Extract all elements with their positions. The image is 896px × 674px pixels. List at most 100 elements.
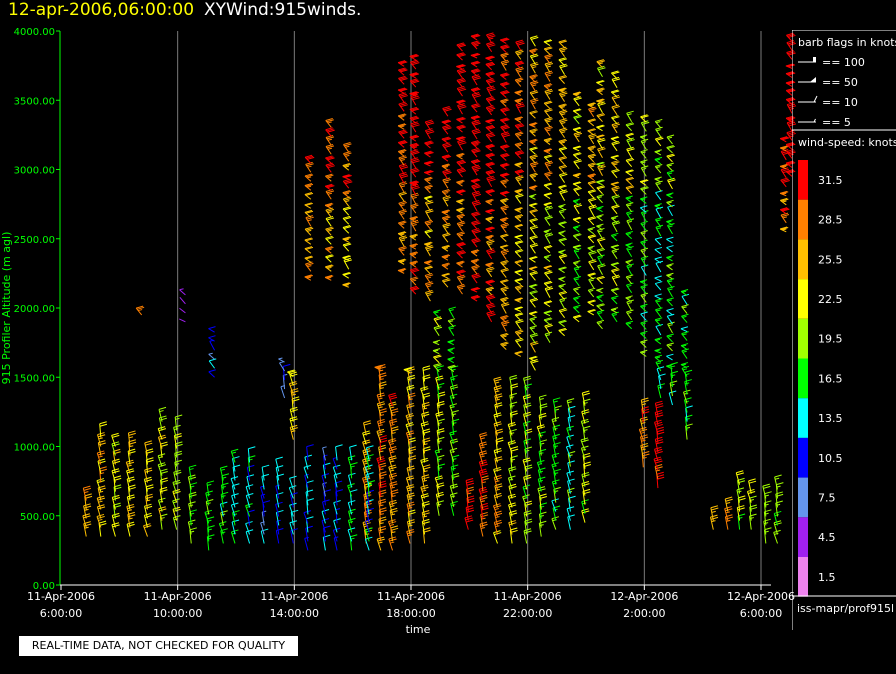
wind-barb [247, 446, 256, 463]
wind-barb [425, 208, 434, 221]
wind-barb [291, 396, 300, 413]
wind-barb [398, 67, 408, 76]
wind-barb [529, 122, 538, 128]
wind-barb [514, 329, 524, 339]
speed-legend-bin: 16.5 [798, 358, 843, 399]
wind-barb [343, 142, 352, 153]
wind-barb [724, 496, 733, 512]
wind-barb [478, 441, 488, 456]
wind-barb [566, 398, 575, 413]
wind-barb [680, 362, 689, 369]
wind-barb [480, 475, 489, 492]
wind-barb [587, 189, 597, 199]
wind-barb [522, 394, 532, 409]
wind-barb [325, 127, 335, 137]
wind-barb [442, 222, 451, 234]
wind-barb [572, 91, 582, 98]
wind-barb [680, 343, 689, 350]
wind-barb [189, 482, 198, 499]
wind-barb [596, 112, 606, 123]
wind-barb [522, 484, 531, 499]
wind-barb [456, 284, 466, 295]
y-tick-label: 3500.00 [14, 96, 55, 107]
wind-barb [681, 348, 689, 359]
source-path-label: iss-mapr/prof915l [797, 602, 895, 615]
wind-barb [514, 169, 525, 177]
wind-barb [179, 307, 186, 314]
wind-barb [456, 159, 466, 169]
wind-barb [779, 190, 789, 197]
wind-barb [409, 267, 420, 277]
wind-barb [111, 522, 120, 537]
wind-barb [543, 254, 552, 262]
wind-barb [422, 365, 431, 382]
wind-barb [275, 492, 284, 508]
wind-barb [433, 316, 443, 327]
wind-barb [685, 405, 693, 422]
wind-barb [362, 439, 371, 454]
wind-barb [587, 118, 597, 127]
wind-barb [449, 384, 459, 399]
wind-barb [485, 55, 495, 62]
wind-barb [779, 226, 789, 233]
wind-barb [529, 355, 538, 362]
wind-barb [500, 44, 510, 53]
wind-barb [499, 162, 510, 170]
wind-barb [485, 132, 496, 143]
wind-barb [456, 213, 465, 223]
y-tick-label: 3000.00 [14, 166, 55, 177]
x-tick-time: 22:00:00 [503, 607, 552, 620]
barb-legend-label: == 10 [822, 96, 858, 109]
wind-barb [456, 231, 466, 241]
wind-barb [640, 247, 648, 258]
wind-barb [611, 194, 620, 206]
wind-barb [558, 46, 568, 57]
wind-barb [654, 256, 662, 264]
wind-barb [485, 78, 496, 89]
speed-legend-bin: 4.5 [798, 517, 836, 557]
wind-barb [544, 171, 553, 181]
wind-barb [654, 446, 663, 462]
wind-barb [625, 157, 635, 168]
wind-barb [289, 371, 298, 386]
wind-barb [587, 299, 596, 307]
wind-barb [342, 215, 352, 225]
wind-barb [304, 192, 314, 200]
wind-barb [529, 208, 538, 218]
wind-barb [626, 245, 634, 258]
wind-barb [335, 489, 343, 506]
wind-barb [588, 204, 597, 217]
wind-barb [332, 464, 341, 479]
wind-barb [342, 255, 351, 261]
wind-barb [441, 154, 452, 162]
wind-barb [543, 245, 553, 253]
wind-barb [666, 192, 674, 199]
wind-barb [135, 305, 145, 316]
wind-barb [587, 226, 595, 235]
wind-barb [625, 274, 634, 285]
wind-barb [471, 147, 481, 158]
wind-barb [493, 492, 503, 508]
speed-legend-label: 16.5 [818, 372, 843, 385]
wind-barb [558, 266, 567, 274]
wind-barb [424, 265, 433, 275]
wind-barb [159, 486, 168, 503]
wind-barb [397, 140, 408, 148]
wind-barb [471, 264, 480, 275]
wind-barb [640, 210, 649, 222]
wind-barb [305, 525, 313, 542]
wind-barb [324, 274, 334, 281]
wind-barb [111, 468, 120, 483]
wind-barb [573, 114, 582, 125]
wind-barb [572, 172, 582, 179]
wind-barb [543, 192, 553, 200]
wind-barb [424, 128, 435, 140]
wind-barb [655, 180, 663, 192]
wind-barb [762, 483, 771, 499]
wind-barb [111, 512, 120, 528]
wind-barb [581, 390, 590, 406]
speed-legend-label: 10.5 [818, 452, 843, 465]
wind-barb [159, 468, 168, 485]
wind-barb [442, 232, 451, 243]
wind-barb [159, 441, 168, 458]
